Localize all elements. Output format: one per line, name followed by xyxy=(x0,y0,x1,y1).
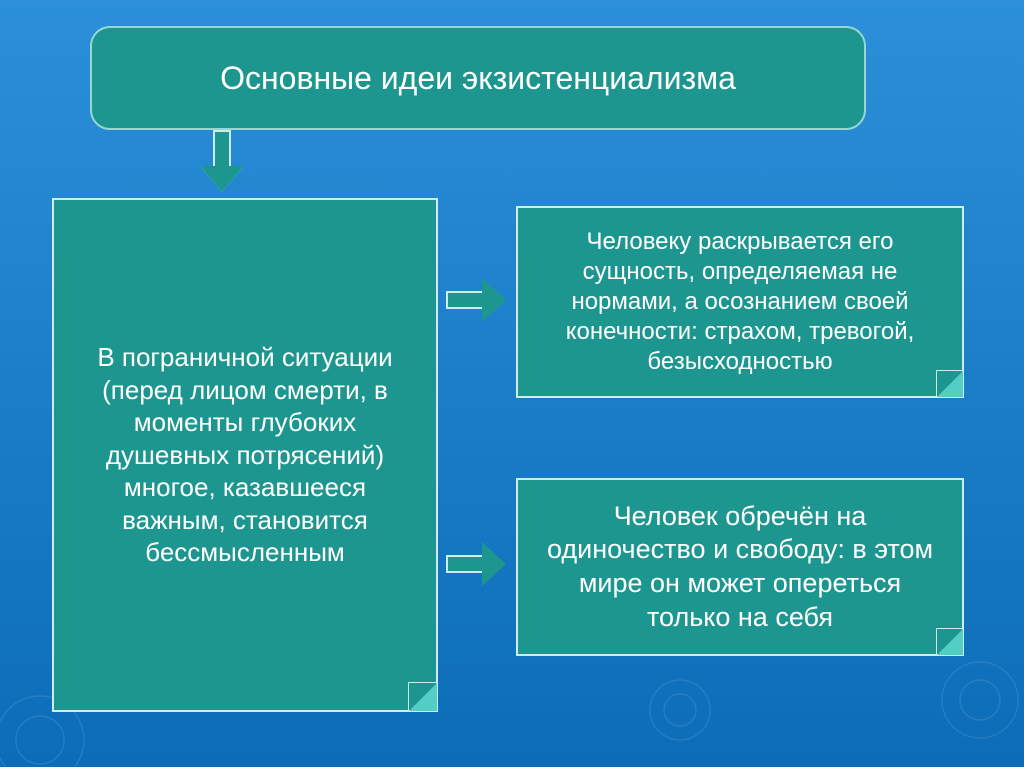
arrow-down-icon xyxy=(200,130,244,192)
title-box: Основные идеи экзистенциализма xyxy=(90,26,866,130)
fold-corner-icon xyxy=(409,683,437,711)
arrow-right-icon xyxy=(446,278,506,322)
diagram: Основные идеи экзистенциализма В пограни… xyxy=(0,0,1024,767)
right-panel-2: Человек обречён на одиночество и свободу… xyxy=(516,478,964,656)
title-text: Основные идеи экзистенциализма xyxy=(92,44,864,112)
right-panel-2-text: Человек обречён на одиночество и свободу… xyxy=(518,486,962,649)
fold-corner-icon xyxy=(937,371,963,397)
left-panel: В пограничной ситуации (перед лицом смер… xyxy=(52,198,438,712)
left-panel-text: В пограничной ситуации (перед лицом смер… xyxy=(54,327,436,583)
fold-corner-icon xyxy=(937,629,963,655)
right-panel-1: Человеку раскрывается его сущность, опре… xyxy=(516,206,964,398)
arrow-right-icon xyxy=(446,542,506,586)
right-panel-1-text: Человеку раскрывается его сущность, опре… xyxy=(518,213,962,391)
